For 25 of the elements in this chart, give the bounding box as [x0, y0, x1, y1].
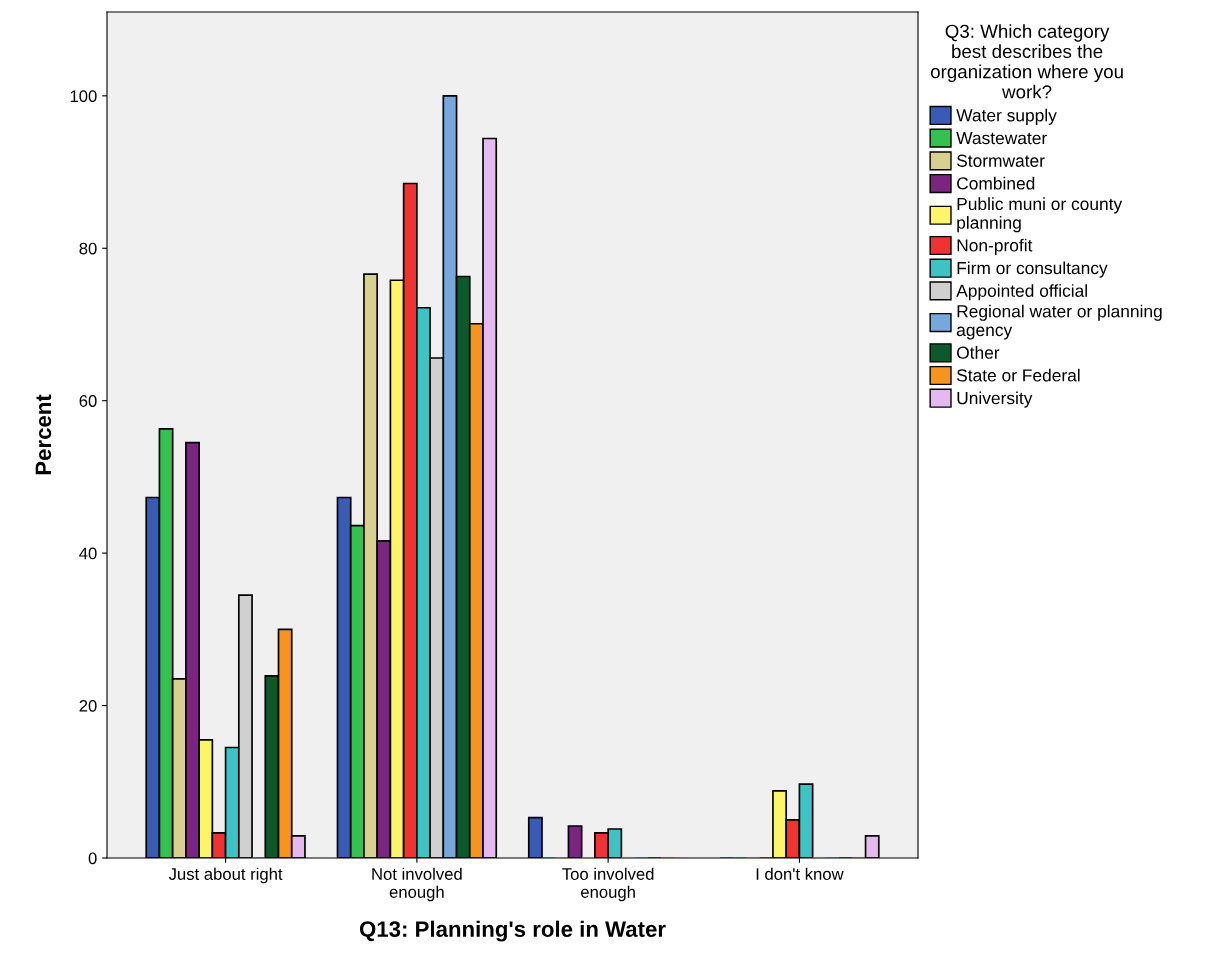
legend-label: Wastewater [956, 132, 1047, 145]
x-tick-label: Not involved enough [372, 867, 462, 902]
y-tick-label: 80 [79, 242, 97, 255]
legend-label: Water supply [956, 108, 1057, 125]
x-tick-label: Just about right [168, 867, 283, 884]
y-axis-title: Percent [35, 394, 52, 475]
legend-label: Public muni or county planning [957, 197, 1123, 233]
legend-label: Regional water or planning agency [956, 304, 1162, 340]
legend-label: Non-profit [957, 238, 1033, 255]
legend-label: Firm or consultancy [957, 261, 1108, 278]
legend-label: Combined [957, 176, 1035, 190]
x-tick-label: I don't know [756, 867, 844, 880]
legend-title: Q3: Which category best describes the organization where you work? [930, 24, 1123, 99]
x-tick-label: Too involved enough [562, 867, 654, 902]
y-tick-label: 100 [70, 90, 97, 103]
x-axis-title: Q13: Planning's role in Water [359, 920, 666, 942]
legend-label: University [957, 391, 1033, 408]
y-tick-label: 60 [79, 395, 97, 407]
legend-label: Other [957, 346, 1000, 359]
y-tick-label: 0 [88, 852, 97, 865]
legend-label: Appointed official [956, 284, 1087, 301]
legend-label: State or Federal [956, 368, 1080, 382]
legend-label: Stormwater [956, 154, 1045, 167]
y-tick-label: 40 [79, 547, 97, 560]
y-tick-label: 20 [79, 699, 97, 712]
